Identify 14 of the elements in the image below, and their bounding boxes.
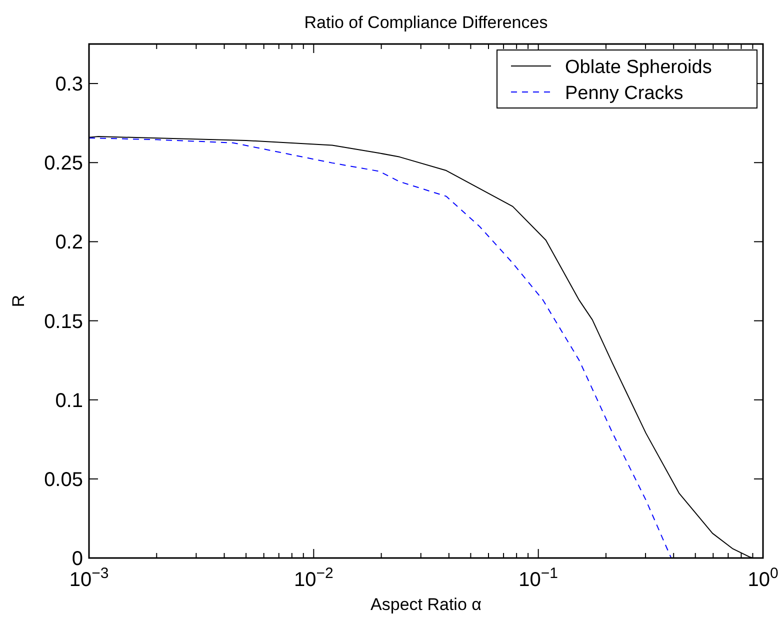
chart-title: Ratio of Compliance Differences [304, 13, 548, 32]
x-tick-label: 10$^{−2}$ [294, 564, 334, 591]
y-tick-label: 0.2 [55, 232, 83, 254]
legend-label: Penny Cracks [565, 83, 684, 104]
y-axis-title: R [9, 294, 28, 308]
legend-label: Oblate Spheroids [565, 57, 712, 78]
y-tick-label: 0.25 [44, 152, 83, 175]
y-tick-label: 0.15 [44, 310, 83, 333]
x-tick-label: 10$^{0}$ [748, 564, 778, 591]
y-tick-label: 0.1 [55, 390, 83, 412]
y-tick-label: 0.05 [44, 468, 83, 491]
x-tick-label: 10$^{−1}$ [518, 564, 558, 591]
y-tick-label: 0.3 [55, 74, 83, 96]
x-axis-title: Aspect Ratio α [370, 595, 482, 614]
